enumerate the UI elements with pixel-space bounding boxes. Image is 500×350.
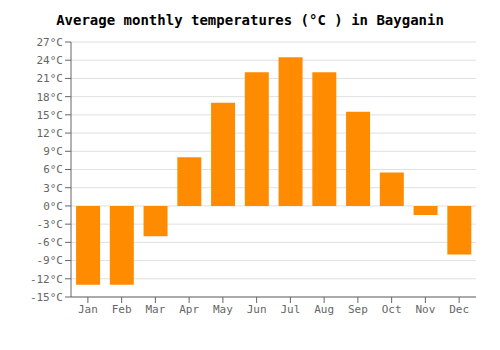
svg-text:27°C: 27°C — [37, 36, 64, 49]
svg-text:-12°C: -12°C — [30, 273, 63, 286]
svg-text:9°C: 9°C — [43, 145, 63, 158]
svg-text:Jun: Jun — [247, 303, 267, 316]
svg-text:Jan: Jan — [78, 303, 98, 316]
svg-text:21°C: 21°C — [37, 72, 64, 85]
svg-text:Nov: Nov — [415, 303, 435, 316]
svg-text:3°C: 3°C — [43, 182, 63, 195]
svg-text:May: May — [213, 303, 233, 316]
svg-text:-9°C: -9°C — [37, 254, 64, 267]
svg-text:Oct: Oct — [382, 303, 402, 316]
svg-text:Apr: Apr — [179, 303, 199, 316]
svg-text:Dec: Dec — [449, 303, 469, 316]
svg-text:18°C: 18°C — [37, 91, 64, 104]
svg-text:0°C: 0°C — [43, 200, 63, 213]
svg-text:-6°C: -6°C — [37, 236, 64, 249]
svg-text:12°C: 12°C — [37, 127, 64, 140]
svg-text:Feb: Feb — [112, 303, 132, 316]
svg-text:24°C: 24°C — [37, 54, 64, 67]
svg-text:Jul: Jul — [280, 303, 300, 316]
svg-text:15°C: 15°C — [37, 109, 64, 122]
svg-text:Aug: Aug — [314, 303, 334, 316]
html-text:Average monthly temperatures (: Average monthly temperatures (°C ) in Ba… — [56, 12, 444, 28]
svg-text:Mar: Mar — [145, 303, 165, 316]
svg-text:-3°C: -3°C — [37, 218, 64, 231]
svg-text:Sep: Sep — [348, 303, 368, 316]
svg-text:6°C: 6°C — [43, 163, 63, 176]
svg-text:-15°C: -15°C — [30, 291, 63, 304]
